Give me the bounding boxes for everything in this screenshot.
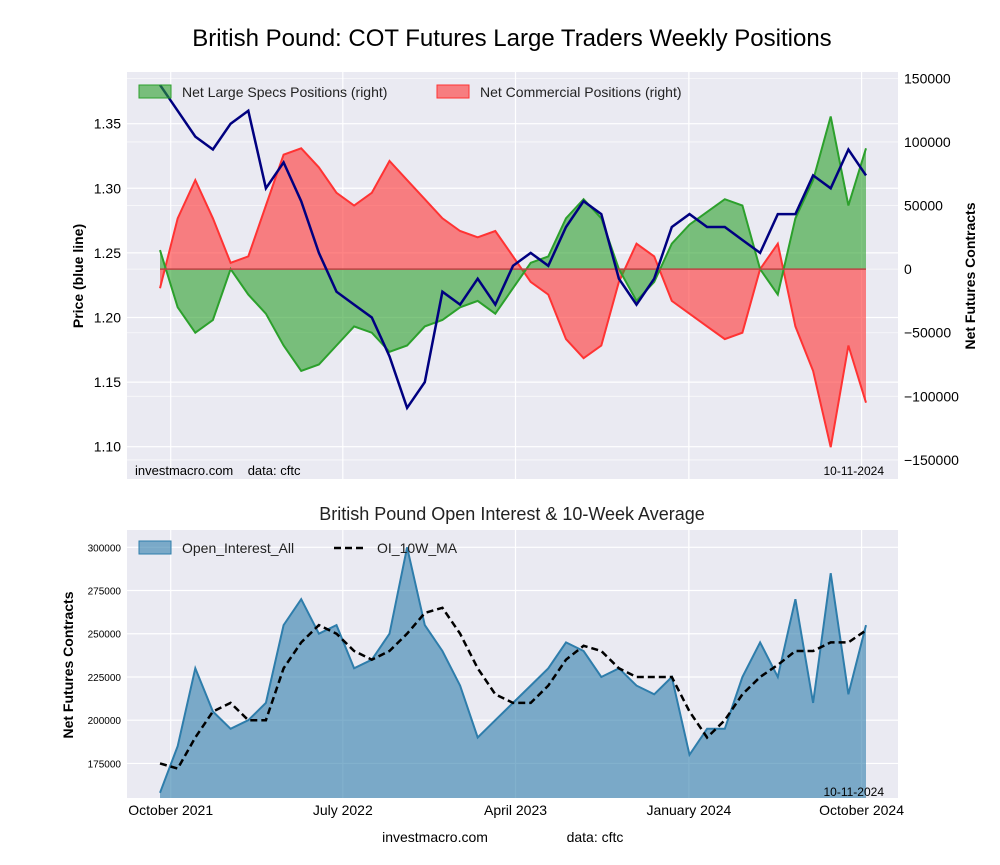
legend-swatch-oi [138,540,172,555]
y2-tick-label: −50000 [904,325,951,341]
bottom-ylabel: Net Futures Contracts [60,591,76,738]
x-tick-label: October 2021 [128,802,213,818]
legend-swatch-commercial [436,84,470,99]
bottom-y-tick-label: 300000 [88,543,122,554]
top-gridlines [127,72,898,479]
top-legend: Net Large Specs Positions (right) Net Co… [138,84,682,100]
chart-title: British Pound: COT Futures Large Traders… [192,25,831,52]
top-panel: 1.101.151.201.251.301.35 −150000−100000−… [70,70,978,479]
x-tick-label: January 2024 [646,802,731,818]
y2-tick-label: 100000 [904,134,951,150]
x-tick-label: October 2024 [819,802,904,818]
y-tick-label: 1.35 [94,116,121,132]
bottom-panel: 175000 200000 225000 250000 275000 300000 Net… [60,530,898,799]
legend-label-oi: Open_Interest_All [182,540,294,556]
top-right-axis: −150000 −100000 −50000 0 50000 100000 150000 [904,70,959,468]
commercial-fill [160,148,866,448]
legend-label-specs: Net Large Specs Positions (right) [182,84,387,100]
ma-line [159,606,867,771]
legend-label-commercial: Net Commercial Positions (right) [480,84,682,100]
y2-tick-label: 50000 [904,198,943,214]
y-tick-label: 1.30 [94,180,121,196]
ma-dashed-line [159,606,867,771]
bottom-y-tick-label: 275000 [88,587,122,598]
x-tick-label: April 2023 [484,802,547,818]
y2-tick-label: −150000 [904,452,959,468]
y-tick-label: 1.15 [94,374,121,390]
top-y2label: Net Futures Contracts [962,202,978,349]
top-credit: investmacro.com data: cftc [135,463,301,478]
y-tick-label: 1.25 [94,245,121,261]
specs-fill [160,116,866,371]
bottom-y-tick-label: 250000 [88,630,122,641]
open-interest-fill [160,547,866,798]
bottom-y-tick-label: 175000 [88,759,122,770]
bottom-left-axis: 175000 200000 225000 250000 275000 300000 [88,543,122,770]
bottom-title: British Pound Open Interest & 10-Week Av… [319,504,705,524]
footer-data: data: cftc [567,829,624,845]
y-tick-label: 1.10 [94,439,121,455]
bottom-y-tick-label: 200000 [88,716,122,727]
top-left-axis: 1.10 1.15 1.20 1.25 1.30 1.35 [94,116,121,455]
x-tick-label: July 2022 [313,802,373,818]
bottom-date: 10-11-2024 [824,785,885,799]
top-date: 10-11-2024 [824,464,885,478]
footer-site: investmacro.com [382,829,488,845]
y2-tick-label: 150000 [904,70,951,86]
legend-swatch-specs [138,84,172,99]
top-ylabel: Price (blue line) [70,224,86,328]
y2-tick-label: −100000 [904,388,959,404]
top-price-line [158,84,868,411]
y2-tick-label: 0 [904,261,912,277]
bottom-y-tick-label: 225000 [88,673,122,684]
specs-line [159,116,867,373]
legend-label-ma: OI_10W_MA [377,540,458,556]
bottom-legend: Open_Interest_All OI_10W_MA [138,540,458,556]
price-line [158,84,868,411]
x-axis-ticks: October 2021 July 2022 April 2023 January 2… [128,802,904,818]
y-tick-label: 1.20 [94,309,121,325]
